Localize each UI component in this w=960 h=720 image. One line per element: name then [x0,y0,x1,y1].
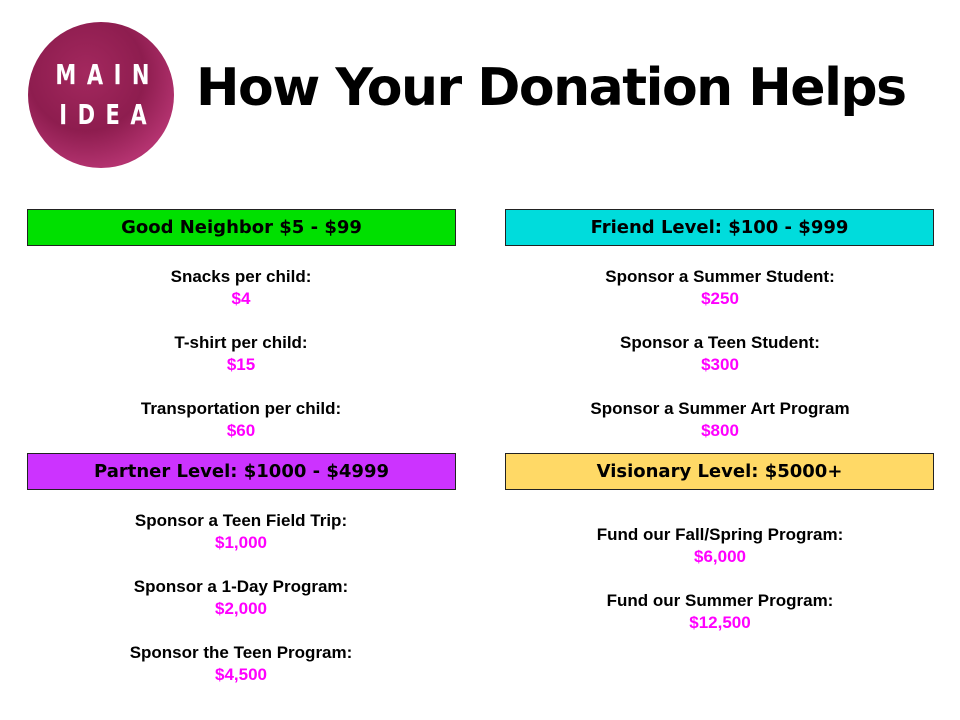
donation-item: Snacks per child: $4 [26,266,456,310]
donation-item: Sponsor a Teen Student: $300 [505,332,935,376]
item-amount: $250 [701,289,739,308]
item-label: Sponsor a Teen Student: [620,333,820,352]
donation-item: Transportation per child: $60 [26,398,456,442]
item-amount: $2,000 [215,599,267,618]
item-label: Sponsor a Teen Field Trip: [134,511,348,530]
item-amount: $12,500 [689,613,751,632]
item-label: T-shirt per child: [174,333,308,352]
item-label: Snacks per child: [170,267,312,286]
main-idea-logo: MAIN IDEA [28,22,174,168]
item-label: Fund our Summer Program: [606,591,834,610]
logo-line-2: IDEA [59,98,157,131]
donation-item: Sponsor the Teen Program: $4,500 [26,642,456,686]
item-label: Fund our Fall/Spring Program: [596,525,844,544]
level-header-friend: Friend Level: $100 - $999 [505,209,934,246]
item-amount: $1,000 [215,533,267,552]
page-title: How Your Donation Helps [196,58,907,118]
level-header-good-neighbor: Good Neighbor $5 - $99 [27,209,456,246]
donation-item: Sponsor a Summer Art Program $800 [505,398,935,442]
level-header-partner: Partner Level: $1000 - $4999 [27,453,456,490]
item-label: Sponsor a 1-Day Program: [133,577,349,596]
item-amount: $4 [231,289,251,308]
item-label: Transportation per child: [140,399,342,418]
donation-item: Sponsor a 1-Day Program: $2,000 [26,576,456,620]
item-amount: $6,000 [694,547,746,566]
item-label: Sponsor the Teen Program: [129,643,353,662]
donation-item: Sponsor a Teen Field Trip: $1,000 [26,510,456,554]
item-label: Sponsor a Summer Art Program [590,399,850,418]
donation-item: Fund our Summer Program: $12,500 [505,590,935,634]
logo-line-1: MAIN [55,58,161,91]
item-amount: $60 [226,421,256,440]
item-amount: $300 [701,355,739,374]
donation-item: Fund our Fall/Spring Program: $6,000 [505,524,935,568]
item-label: Sponsor a Summer Student: [605,267,835,286]
item-amount: $4,500 [215,665,267,684]
donation-item: T-shirt per child: $15 [26,332,456,376]
item-amount: $15 [226,355,256,374]
donation-item: Sponsor a Summer Student: $250 [505,266,935,310]
item-amount: $800 [701,421,739,440]
level-header-visionary: Visionary Level: $5000+ [505,453,934,490]
